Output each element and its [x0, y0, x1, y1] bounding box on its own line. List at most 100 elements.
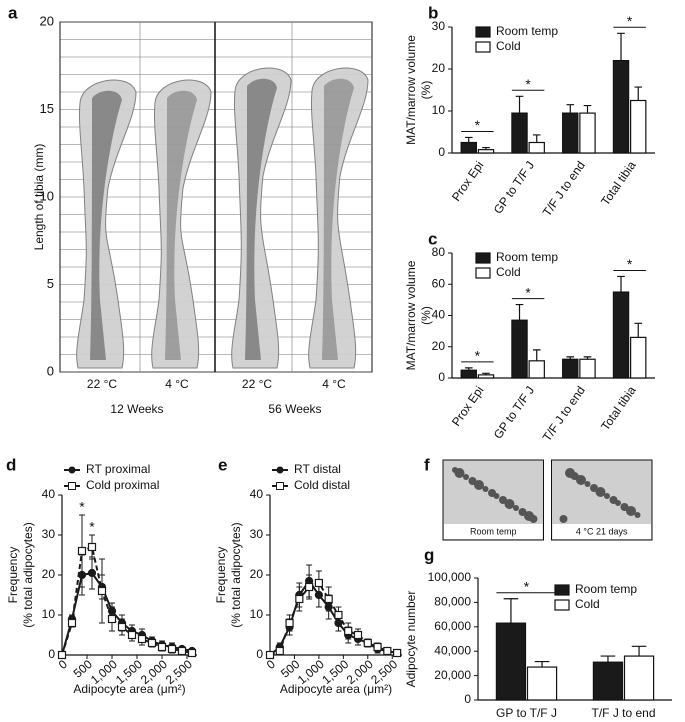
bar: [612, 291, 630, 379]
x-tick-label: T/F J to end: [591, 706, 655, 720]
y-tick-label: 20: [432, 61, 446, 75]
y-tick-label: 10: [40, 188, 54, 203]
y-tick-label: 30: [250, 527, 264, 541]
legend-label: Room temp: [496, 250, 558, 264]
error-bar: [464, 367, 473, 371]
marrow-fat: [245, 78, 277, 360]
marker: [295, 594, 304, 604]
column-label: 4 °C: [322, 377, 346, 391]
y-tick-label: 40: [42, 487, 56, 501]
y-tick-label: 40,000: [434, 643, 471, 657]
significance-mark: *: [524, 578, 530, 594]
marker: [97, 586, 107, 596]
y-tick-label: 0: [48, 647, 55, 661]
error-bar: [532, 349, 541, 361]
y-axis-label: (%): [419, 306, 433, 325]
x-axis-label: Adipocyte area (μm²): [73, 682, 185, 696]
marker: [177, 646, 187, 656]
y-axis-label: MAT/marrow volume: [404, 260, 418, 370]
significance-mark: *: [475, 117, 481, 133]
marker: [117, 622, 127, 632]
y-tick-label: 20: [250, 567, 264, 581]
histology-cell: [504, 499, 515, 509]
bar: [562, 112, 579, 154]
histology-cell: [454, 468, 465, 478]
histology-cell: [513, 505, 519, 511]
bar: [460, 141, 477, 154]
legend-swatch: [475, 41, 491, 53]
marker: [265, 650, 275, 660]
error-bar: [617, 275, 625, 293]
image-caption-bg: [552, 524, 651, 539]
column-label: 22 °C: [87, 377, 117, 391]
legend-swatch: [475, 267, 491, 279]
x-tick-label: T/F J to end: [540, 384, 588, 444]
marker: [373, 642, 382, 652]
bar: [526, 666, 558, 701]
histology-cell: [570, 472, 579, 480]
histology-cell: [595, 487, 606, 497]
significance-mark: *: [525, 284, 531, 300]
bar: [495, 622, 527, 701]
marker: [67, 618, 77, 628]
y-tick-label: 10: [432, 103, 446, 117]
marker: [334, 610, 343, 620]
significance-mark: *: [79, 499, 85, 515]
y-tick-label: 10: [42, 607, 56, 621]
error-bar: [464, 136, 473, 143]
legend-label: Room temp: [496, 24, 558, 38]
error-bar: [482, 146, 490, 150]
marrow-fat: [165, 90, 197, 360]
histology-cell: [584, 481, 591, 487]
legend-marker: [276, 482, 284, 490]
error-bar: [534, 660, 550, 668]
marker: [393, 648, 402, 658]
y-tick-label: 80,000: [434, 595, 471, 609]
image-caption-bg: [444, 524, 543, 539]
legend-label: RT proximal: [86, 462, 150, 476]
y-tick-label: 0: [464, 692, 471, 706]
bar: [460, 369, 477, 379]
bar: [528, 141, 545, 154]
histology-cell: [529, 515, 538, 523]
histology-cell: [626, 506, 636, 516]
bar: [562, 358, 579, 379]
group-label: 12 Weeks: [110, 402, 163, 416]
histology-cell: [559, 515, 568, 523]
marrow-fat: [90, 90, 122, 360]
error-bar: [634, 322, 643, 338]
x-tick-label: GP to T/F J: [496, 706, 557, 720]
column-label: 4 °C: [165, 377, 189, 391]
y-tick-label: 10: [250, 607, 264, 621]
y-tick-label: 15: [40, 101, 54, 116]
error-bar: [634, 86, 643, 101]
legend-swatch: [475, 252, 491, 264]
y-tick-label: 30: [42, 527, 56, 541]
y-tick-label: 40: [250, 487, 264, 501]
bar: [511, 112, 528, 154]
image-caption: 4 °C 21 days: [576, 526, 628, 536]
x-tick-label: T/F J to end: [540, 159, 588, 219]
y-tick-label: 0: [47, 363, 54, 378]
y-tick-label: 20: [432, 339, 446, 353]
histology-cell: [634, 512, 641, 518]
significance-mark: *: [475, 348, 481, 364]
bar: [579, 358, 596, 379]
panel-letter: f: [424, 455, 430, 474]
y-tick-label: 60,000: [434, 619, 471, 633]
histology-cell: [620, 503, 629, 511]
y-tick-label: 20: [40, 13, 54, 28]
marker: [305, 582, 314, 592]
y-tick-label: 0: [256, 647, 263, 661]
marker: [127, 630, 137, 640]
histology-cell: [468, 477, 477, 485]
group-label: 56 Weeks: [268, 402, 321, 416]
marker: [363, 638, 372, 648]
y-axis-label: (% total adipocytes): [21, 522, 35, 627]
y-tick-label: 40: [432, 308, 446, 322]
image-caption: Room temp: [470, 526, 517, 536]
bar: [612, 59, 630, 154]
histology-cell: [463, 474, 469, 480]
y-tick-label: 20,000: [434, 668, 471, 682]
bar: [528, 360, 545, 379]
